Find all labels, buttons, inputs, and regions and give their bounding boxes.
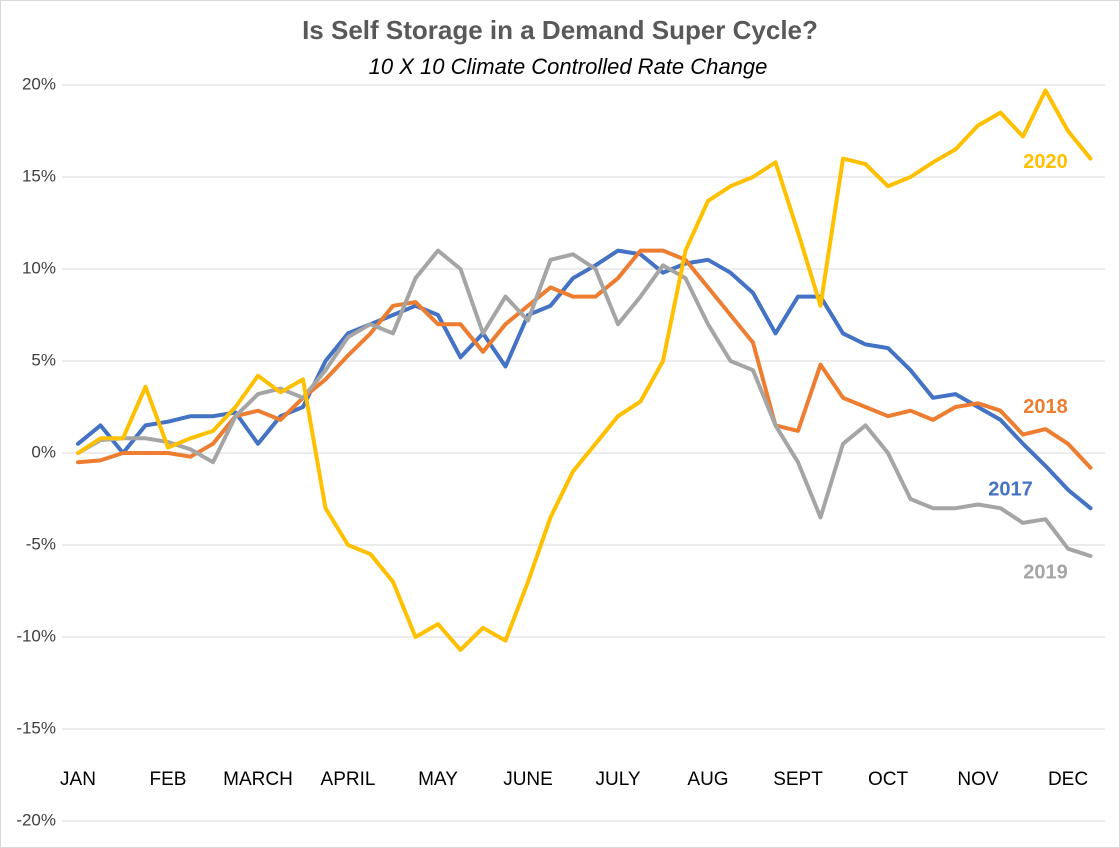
series-label: 2017 bbox=[988, 478, 1033, 500]
x-tick-label: NOV bbox=[957, 769, 999, 790]
x-tick-label: SEPT bbox=[773, 769, 823, 790]
x-tick-label: AUG bbox=[687, 769, 728, 790]
series-label: 2020 bbox=[1023, 151, 1068, 173]
x-tick-label: FEB bbox=[150, 769, 187, 790]
series-label: 2018 bbox=[1023, 396, 1068, 418]
chart-title: Is Self Storage in a Demand Super Cycle? bbox=[302, 15, 818, 45]
series-line bbox=[76, 248, 1093, 558]
series-label: 2019 bbox=[1023, 561, 1068, 583]
y-tick-label: -15% bbox=[16, 718, 56, 737]
y-tick-label: -20% bbox=[16, 810, 56, 829]
y-tick-label: 0% bbox=[31, 442, 56, 461]
x-tick-label: OCT bbox=[868, 769, 909, 790]
series-line bbox=[76, 248, 1093, 511]
x-tick-label: MAY bbox=[418, 769, 458, 790]
series-line bbox=[76, 248, 1093, 470]
y-tick-label: 15% bbox=[22, 166, 56, 185]
y-tick-label: -10% bbox=[16, 626, 56, 645]
x-tick-label: APRIL bbox=[321, 769, 376, 790]
y-tick-label: -5% bbox=[26, 534, 56, 553]
y-tick-label: 20% bbox=[22, 74, 56, 93]
x-tick-label: JULY bbox=[595, 769, 640, 790]
x-tick-label: JUNE bbox=[503, 769, 553, 790]
series-line bbox=[76, 88, 1093, 652]
y-tick-label: 5% bbox=[31, 350, 56, 369]
y-tick-label: 10% bbox=[22, 258, 56, 277]
chart-subtitle: 10 X 10 Climate Controlled Rate Change bbox=[369, 54, 768, 79]
x-tick-label: MARCH bbox=[223, 769, 293, 790]
x-tick-label: DEC bbox=[1048, 769, 1088, 790]
x-tick-label: JAN bbox=[60, 769, 96, 790]
